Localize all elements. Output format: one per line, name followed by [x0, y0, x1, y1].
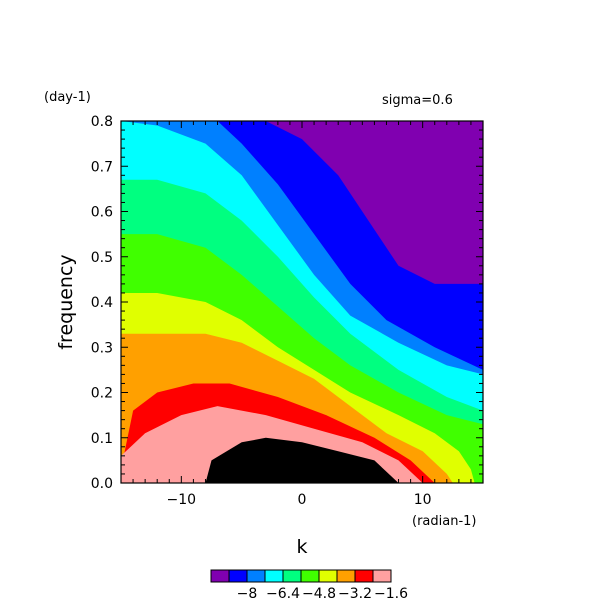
y-unit-label: (day-1) [44, 90, 91, 105]
y-tick-label: 0.0 [91, 476, 113, 492]
x-axis-title: k [296, 536, 307, 558]
axis-ticks: −10 0 10 0.0 0.1 0.2 0.3 0.4 0.5 0.6 0.7 0.8 [91, 114, 484, 508]
colorbar-swatch [354, 569, 374, 583]
colorbar-swatch [336, 569, 356, 583]
colorbar-swatch [228, 569, 248, 583]
chart-subtitle: sigma=0.6 [382, 93, 453, 108]
colorbar-tick-label: −8 [237, 586, 258, 602]
y-tick-label: 0.5 [91, 250, 113, 266]
colorbar: −8 −6.4 −4.8 −3.2 −1.6 [210, 569, 408, 602]
colorbar-swatch [210, 569, 230, 583]
contour-fills [121, 121, 483, 483]
y-tick-label: 0.6 [91, 205, 113, 221]
x-tick-label: 0 [298, 492, 307, 508]
y-tick-label: 0.4 [91, 295, 113, 311]
colorbar-swatch [264, 569, 284, 583]
y-tick-label: 0.7 [91, 159, 113, 175]
colorbar-swatch [318, 569, 338, 583]
colorbar-tick-label: −3.2 [338, 586, 372, 602]
colorbar-swatch [282, 569, 302, 583]
colorbar-swatch [300, 569, 320, 583]
y-tick-label: 0.2 [91, 386, 113, 402]
y-tick-label: 0.1 [91, 431, 113, 447]
x-tick-label: 10 [414, 492, 432, 508]
y-tick-label: 0.8 [91, 114, 113, 130]
y-axis-title: frequency [55, 254, 77, 349]
colorbar-tick-label: −6.4 [266, 586, 300, 602]
x-tick-label: −10 [167, 492, 197, 508]
contour-region [217, 451, 375, 483]
x-unit-label: (radian-1) [412, 514, 477, 529]
colorbar-tick-label: −4.8 [302, 586, 336, 602]
colorbar-swatch [372, 569, 392, 583]
colorbar-swatch [246, 569, 266, 583]
y-tick-label: 0.3 [91, 340, 113, 356]
colorbar-tick-label: −1.6 [374, 586, 408, 602]
